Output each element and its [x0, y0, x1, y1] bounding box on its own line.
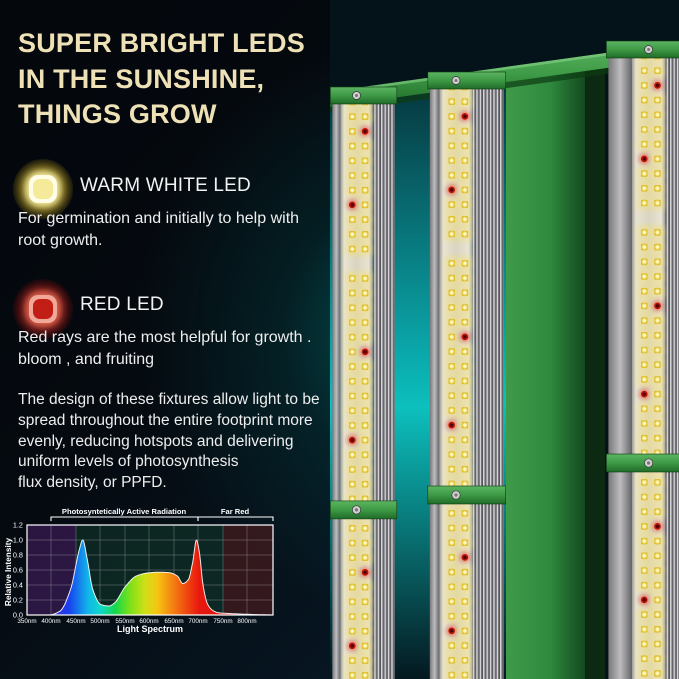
svg-text:Photosyntetically Active Radia: Photosyntetically Active Radiation	[62, 507, 187, 516]
svg-text:350nm: 350nm	[17, 618, 36, 625]
svg-text:0.6: 0.6	[13, 566, 23, 575]
svg-text:1.2: 1.2	[13, 521, 23, 530]
svg-text:Light Spectrum: Light Spectrum	[117, 624, 183, 634]
svg-text:0.2: 0.2	[13, 596, 23, 605]
svg-text:1.0: 1.0	[13, 536, 23, 545]
svg-text:400nm: 400nm	[41, 618, 60, 625]
svg-text:800nm: 800nm	[237, 618, 256, 625]
svg-text:0.4: 0.4	[13, 581, 23, 590]
svg-text:450nm: 450nm	[66, 618, 85, 625]
svg-text:700nm: 700nm	[188, 618, 207, 625]
svg-text:Relative Intensity: Relative Intensity	[3, 537, 13, 606]
svg-text:750nm: 750nm	[213, 618, 232, 625]
svg-text:Far Red: Far Red	[221, 507, 250, 516]
svg-text:0.8: 0.8	[13, 551, 23, 560]
svg-text:500nm: 500nm	[90, 618, 109, 625]
